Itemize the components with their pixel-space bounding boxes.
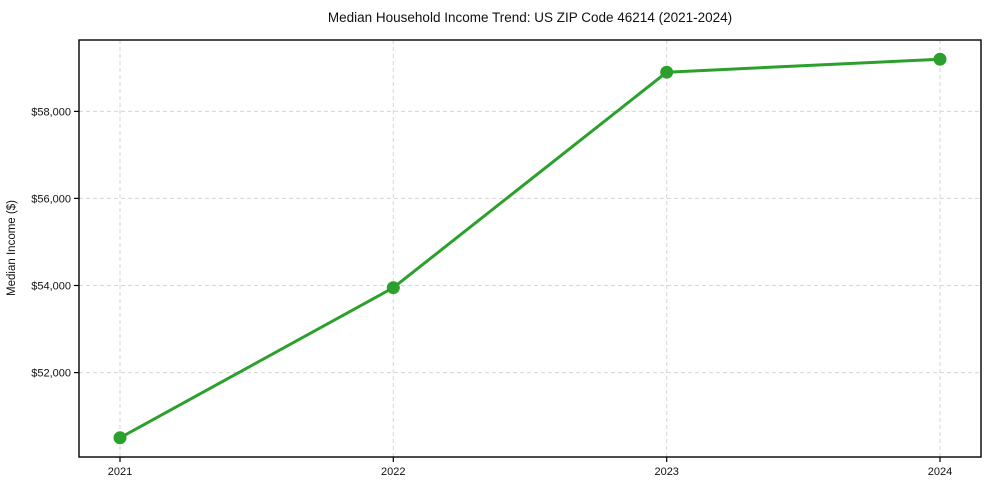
x-tick-label: 2021 [108, 466, 132, 478]
data-point-2022 [386, 281, 400, 295]
y-tick-label: $52,000 [31, 368, 71, 380]
y-axis-label: Median Income ($) [6, 200, 18, 296]
gridlines [79, 40, 981, 457]
data-point-2024 [933, 52, 947, 66]
x-tick-label: 2022 [381, 466, 405, 478]
y-tick-label: $54,000 [31, 281, 71, 293]
data-point-2023 [660, 65, 674, 79]
data-point-2021 [113, 431, 127, 445]
axes: $52,000 $54,000 $56,000 $58,000 2021 2022 2023… [31, 106, 952, 478]
x-tick-label: 2023 [654, 466, 678, 478]
y-tick-label: $56,000 [31, 193, 71, 205]
chart-title: Median Household Income Trend: US ZIP Co… [328, 10, 732, 25]
y-tick-label: $58,000 [31, 106, 71, 118]
trend-line-series [113, 52, 947, 445]
plot-border [78, 39, 982, 458]
x-tick-label: 2024 [928, 466, 952, 478]
trend-line [118, 57, 942, 440]
